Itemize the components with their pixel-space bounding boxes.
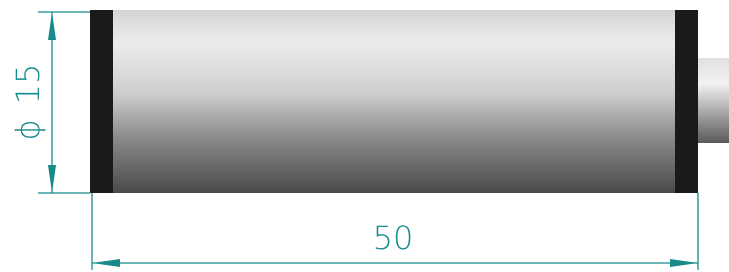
arrow bbox=[48, 165, 56, 193]
diameter-symbol: ϕ bbox=[9, 119, 47, 140]
arrow bbox=[92, 259, 120, 267]
arrow bbox=[670, 259, 698, 267]
diameter-value: 15 bbox=[9, 64, 47, 105]
length-value: 50 bbox=[373, 219, 414, 257]
end-cap-right bbox=[675, 10, 698, 193]
drawing: ϕ 15 50 bbox=[0, 0, 729, 272]
shaft bbox=[698, 58, 729, 143]
cylinder-body bbox=[90, 10, 698, 193]
diameter-label: ϕ 15 bbox=[9, 64, 47, 141]
end-cap-left bbox=[90, 10, 113, 193]
arrow bbox=[48, 12, 56, 40]
